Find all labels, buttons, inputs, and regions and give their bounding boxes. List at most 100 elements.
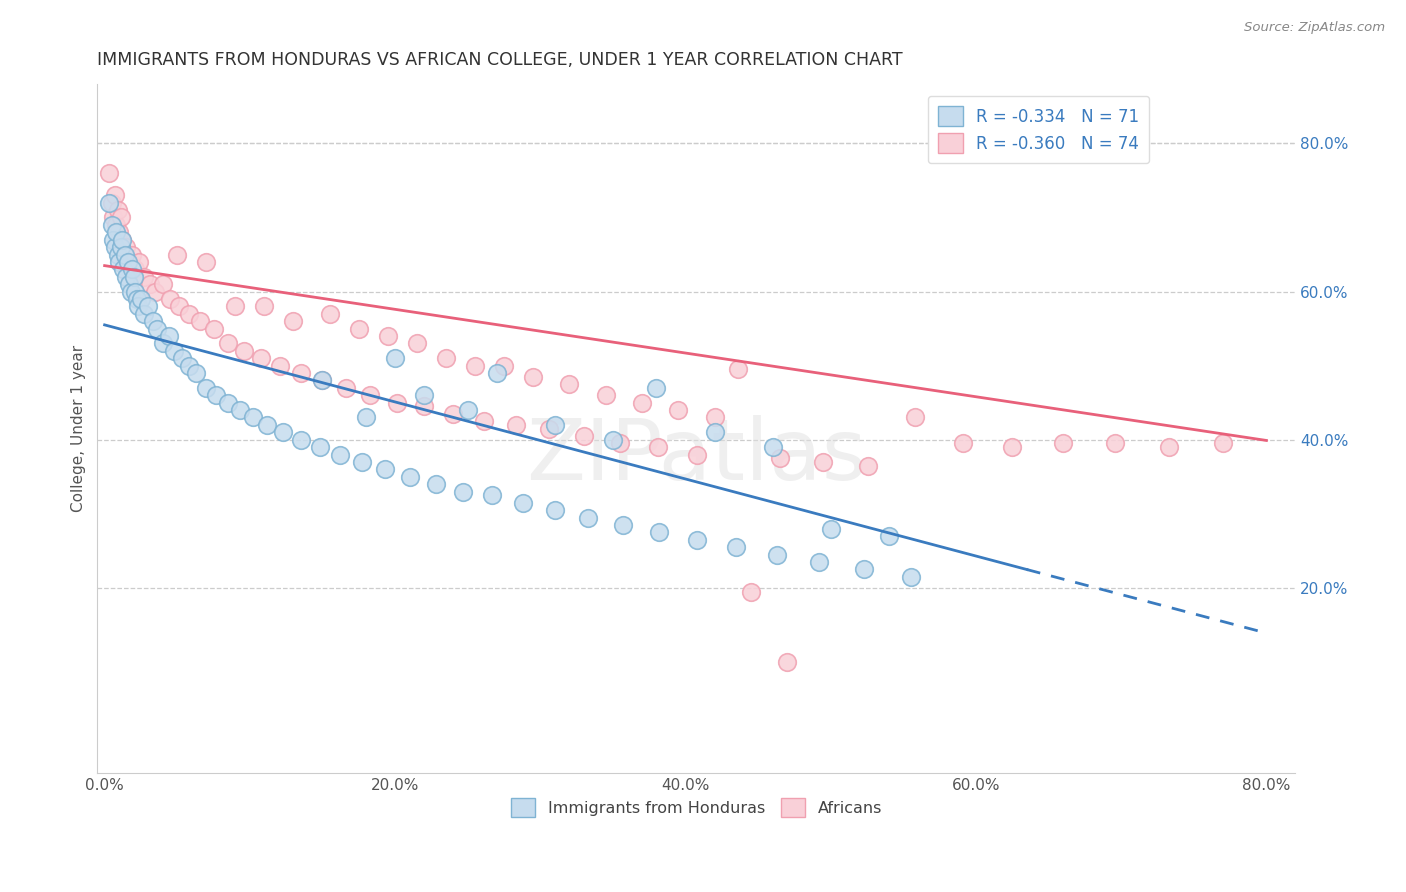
Point [1052,436,1074,450]
Point [129,292,152,306]
Point [290,366,312,380]
Point [319,307,342,321]
Point [111,233,134,247]
Point [457,403,479,417]
Point [132,307,155,321]
Point [115,269,138,284]
Point [108,255,131,269]
Point [858,458,880,473]
Point [544,417,567,432]
Point [166,247,188,261]
Point [111,233,134,247]
Point [107,247,129,261]
Point [512,496,534,510]
Point [612,517,634,532]
Point [384,351,406,366]
Point [283,314,305,328]
Point [98,166,121,180]
Text: Source: ZipAtlas.com: Source: ZipAtlas.com [1244,21,1385,34]
Y-axis label: College, Under 1 year: College, Under 1 year [72,345,86,512]
Point [101,195,124,210]
Point [217,336,239,351]
Point [385,395,408,409]
Point [766,548,789,562]
Point [250,351,273,366]
Point [492,359,515,373]
Point [114,247,136,261]
Point [170,351,193,366]
Point [152,277,174,292]
Point [152,336,174,351]
Point [808,555,831,569]
Point [146,321,169,335]
Point [441,407,464,421]
Point [103,211,125,225]
Point [308,440,330,454]
Point [311,374,333,388]
Point [904,410,927,425]
Point [350,455,373,469]
Point [762,440,785,454]
Point [290,433,312,447]
Point [121,262,143,277]
Point [195,255,218,269]
Point [572,429,595,443]
Point [110,211,132,225]
Point [118,255,141,269]
Legend: Immigrants from Honduras, Africans: Immigrants from Honduras, Africans [505,791,889,823]
Point [163,343,186,358]
Point [558,377,581,392]
Point [228,403,250,417]
Point [537,421,560,435]
Point [108,225,131,239]
Point [354,410,377,425]
Point [190,314,212,328]
Point [647,440,669,454]
Point [329,448,352,462]
Point [256,417,278,432]
Point [434,351,457,366]
Point [631,395,654,409]
Point [177,307,200,321]
Point [311,374,333,388]
Point [900,570,922,584]
Point [481,488,503,502]
Point [104,188,127,202]
Point [132,269,155,284]
Point [224,299,246,313]
Point [105,225,128,239]
Point [124,262,146,277]
Point [145,285,167,299]
Point [666,403,689,417]
Point [472,414,495,428]
Point [159,292,181,306]
Point [405,336,427,351]
Point [347,321,370,335]
Point [505,417,527,432]
Point [877,529,900,543]
Point [952,436,974,450]
Point [820,522,842,536]
Point [413,388,436,402]
Point [125,292,148,306]
Point [609,436,631,450]
Point [136,299,159,313]
Point [103,233,125,247]
Point [1104,436,1126,450]
Point [595,388,617,402]
Point [725,540,748,554]
Text: ZIPatlas: ZIPatlas [526,415,866,498]
Point [138,277,160,292]
Point [105,218,128,232]
Point [98,195,121,210]
Point [377,329,399,343]
Point [233,343,256,358]
Point [769,451,792,466]
Point [112,262,135,277]
Point [128,255,150,269]
Point [184,366,207,380]
Point [645,381,668,395]
Point [813,455,835,469]
Point [177,359,200,373]
Point [202,321,225,335]
